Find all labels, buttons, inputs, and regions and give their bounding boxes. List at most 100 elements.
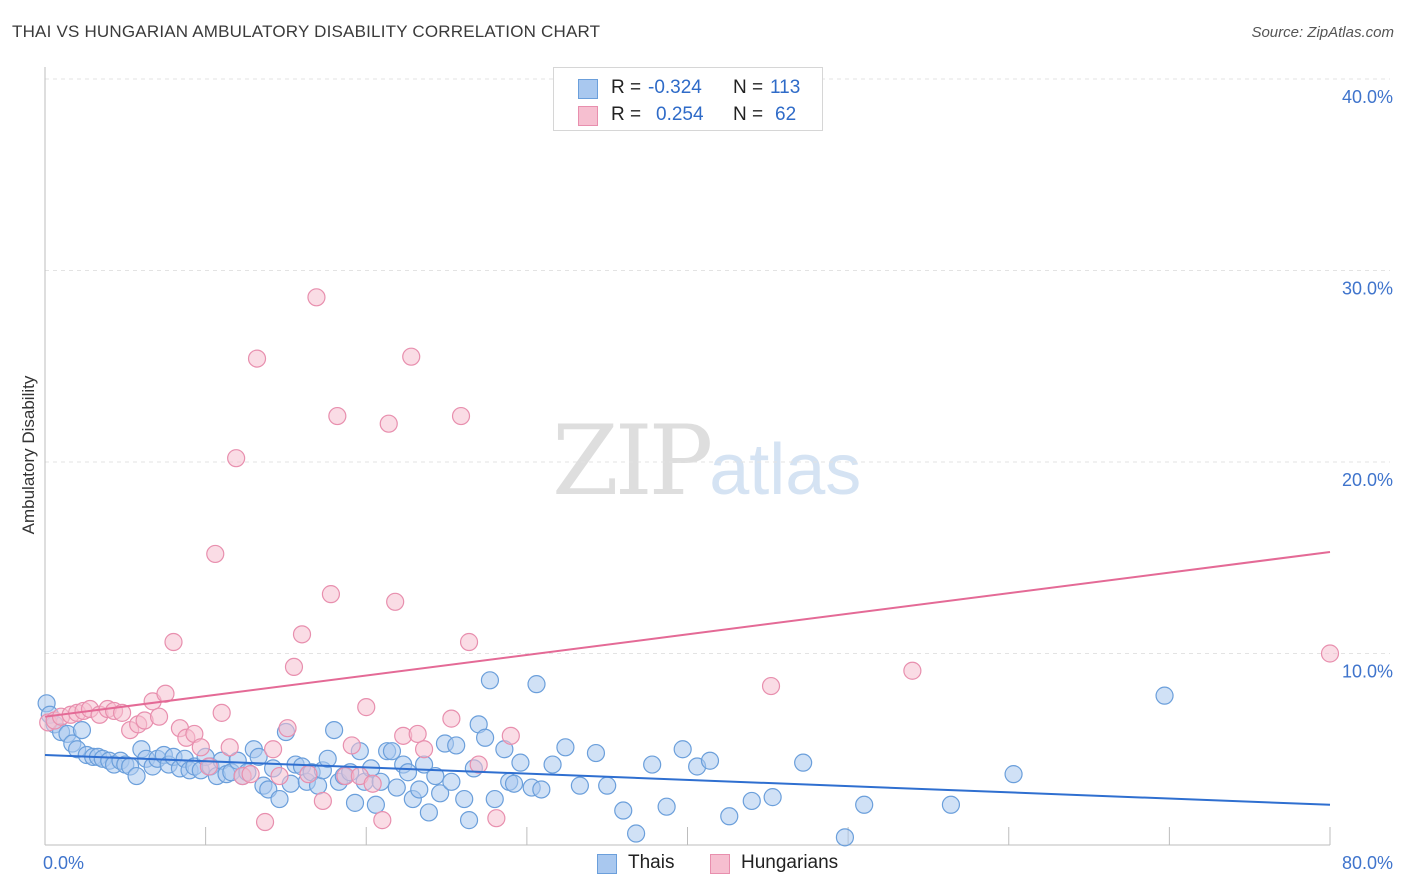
thai-point [447,736,466,755]
hungarian-point [247,349,267,368]
legend-swatch-thais [578,79,598,99]
hungarian-point [363,774,382,793]
hungarian-point [307,288,326,307]
hungarian-point [373,811,392,830]
hungarian-point [328,406,347,426]
thai-point [1004,765,1023,784]
legend-n-value: 113 [770,77,801,98]
thai-point [127,766,146,786]
y-tick-label: 20.0% [1342,470,1393,490]
hungarian-point [299,765,318,784]
hungarian-point [149,707,169,726]
thai-point [72,720,92,740]
hungarian-point [386,592,405,611]
thai-point [614,801,633,820]
thai-point [598,776,617,795]
chart-title: THAI VS HUNGARIAN AMBULATORY DISABILITY … [12,22,601,41]
thai-point [794,753,813,772]
thai-point [455,789,474,809]
thai-point [556,738,575,757]
hungarian-point [903,661,922,680]
thai-point [419,803,438,822]
thai-point [700,751,720,770]
correlation-legend: R = -0.324 N = 113 R = 0.254 N = 62 [553,67,823,131]
source-label: Source: ZipAtlas.com [1251,24,1394,41]
hungarian-point [442,709,461,728]
x-tick-label: 80.0% [1342,853,1393,873]
hungarian-point [270,766,289,786]
hungarian-point [206,544,225,564]
thai-point [480,671,500,690]
x-tick-label: 0.0% [43,853,84,873]
thai-point [476,728,495,747]
thai-point [398,763,418,782]
y-axis-label: Ambulatory Disability [19,375,38,535]
hungarian-point [451,406,471,426]
hungarian-point [402,347,421,366]
hungarian-point [761,676,781,696]
legend-swatch-hungarians [578,106,598,126]
thai-point [673,740,692,759]
thai-point [325,720,344,740]
thai-point [543,755,562,774]
thai-point [249,747,268,767]
hungarian-point [227,449,246,468]
legend-r-label: R = [611,77,642,98]
thai-point [459,811,479,830]
bottom-legend-label-hungarians: Hungarians [741,852,839,873]
bottom-legend-swatch-hungarians [710,854,730,874]
thai-point [1155,686,1174,705]
bottom-legend-label-thais: Thais [628,852,675,873]
hungarian-point [164,632,183,652]
thai-point [763,788,782,807]
thai-point [720,807,739,826]
hungarian-point [459,632,479,652]
thai-point [855,795,874,814]
thai-trend-line [44,753,1331,806]
hungarian-point [501,726,520,745]
bottom-legend-swatch-thais [597,854,617,874]
thai-point [657,797,676,816]
thai-point [270,789,289,809]
hungarian-point [112,703,132,722]
thai-point [504,774,524,793]
legend-r-value: 0.254 [656,104,704,125]
thai-point [318,749,337,768]
thai-point [345,793,365,812]
thai-point [382,742,402,761]
hungarian-point [379,414,398,433]
hungarian-point [263,740,283,759]
legend-r-label: R = [611,104,642,125]
hungarian-point [414,740,434,759]
thai-point [835,828,855,847]
hungarian-point [357,698,376,717]
hungarian-point [278,719,297,738]
hungarian-point [487,809,506,828]
hungarian-point [220,738,239,757]
thai-point [410,780,429,799]
y-tick-label: 30.0% [1342,279,1393,299]
thai-point [742,791,761,811]
thai-point [941,795,961,814]
hungarian-point [321,585,341,604]
legend-n-label: N = [733,77,764,98]
hungarian-point [342,736,361,755]
hungarian-trend-line [44,551,1331,718]
hungarian-point [292,625,312,644]
thai-point [511,753,530,772]
legend-n-label: N = [733,104,764,125]
hungarian-point [212,703,231,722]
legend-r-value: -0.324 [648,77,702,98]
hungarian-point [284,657,304,677]
thai-point [643,755,662,774]
hungarian-point [241,765,260,784]
thai-point [485,789,504,809]
hungarian-point [408,724,427,744]
y-tick-label: 10.0% [1342,662,1393,682]
watermark: ZIPatlas [552,405,861,517]
thai-point [387,778,406,797]
hungarian-point [469,755,488,774]
thai-point [426,766,445,786]
thai-point [570,776,589,795]
